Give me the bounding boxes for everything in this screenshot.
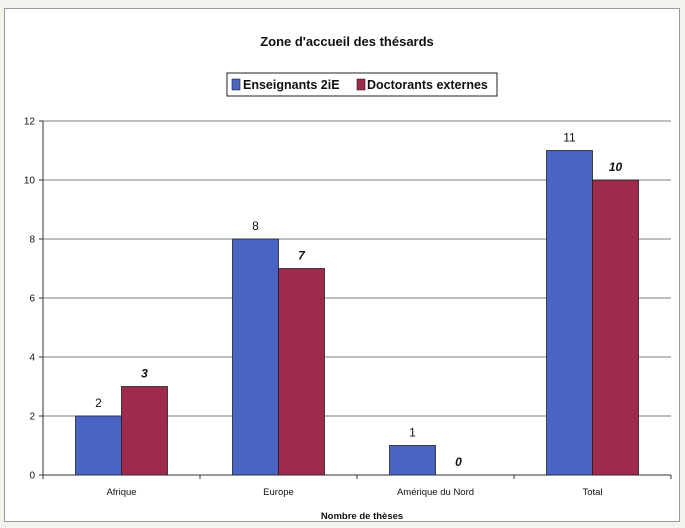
bar-enseignants-1 — [233, 239, 279, 475]
x-category-label: Europe — [263, 487, 294, 498]
y-tick-label: 12 — [24, 117, 36, 128]
data-label: 0 — [455, 455, 462, 469]
bar-enseignants-2 — [390, 446, 436, 476]
bar-enseignants-3 — [547, 151, 593, 476]
x-category-label: Afrique — [106, 487, 136, 498]
bar-doctorants-3 — [593, 180, 639, 475]
chart-frame: Zone d'accueil des thésards Enseignants … — [4, 8, 680, 522]
data-label: 8 — [252, 219, 259, 233]
data-label: 1 — [409, 426, 416, 440]
chart-title: Zone d'accueil des thésards — [260, 34, 434, 49]
y-tick-label: 0 — [29, 471, 35, 482]
y-tick-label: 4 — [29, 353, 35, 364]
y-tick-label: 2 — [29, 412, 35, 423]
bar-enseignants-0 — [76, 416, 122, 475]
x-category-label: Amérique du Nord — [397, 487, 474, 498]
bar-doctorants-0 — [122, 387, 168, 476]
legend-label-enseignants: Enseignants 2iE — [243, 78, 340, 92]
data-label: 11 — [563, 131, 576, 145]
bar-chart: Zone d'accueil des thésards Enseignants … — [5, 9, 681, 523]
data-label: 3 — [141, 367, 148, 381]
y-tick-label: 8 — [29, 235, 35, 246]
y-tick-label: 6 — [29, 294, 35, 305]
data-label: 10 — [609, 160, 623, 174]
legend-swatch-doctorants — [357, 79, 365, 90]
x-category-label: Total — [582, 487, 602, 498]
legend: Enseignants 2iE Doctorants externes — [227, 73, 497, 96]
y-tick-label: 10 — [24, 176, 36, 187]
legend-label-doctorants: Doctorants externes — [367, 78, 488, 92]
bar-doctorants-1 — [279, 269, 325, 476]
data-label: 7 — [298, 249, 306, 263]
legend-swatch-enseignants — [232, 79, 240, 90]
data-label: 2 — [95, 396, 102, 410]
x-axis-title: Nombre de thèses — [321, 511, 403, 522]
bars — [76, 151, 639, 476]
